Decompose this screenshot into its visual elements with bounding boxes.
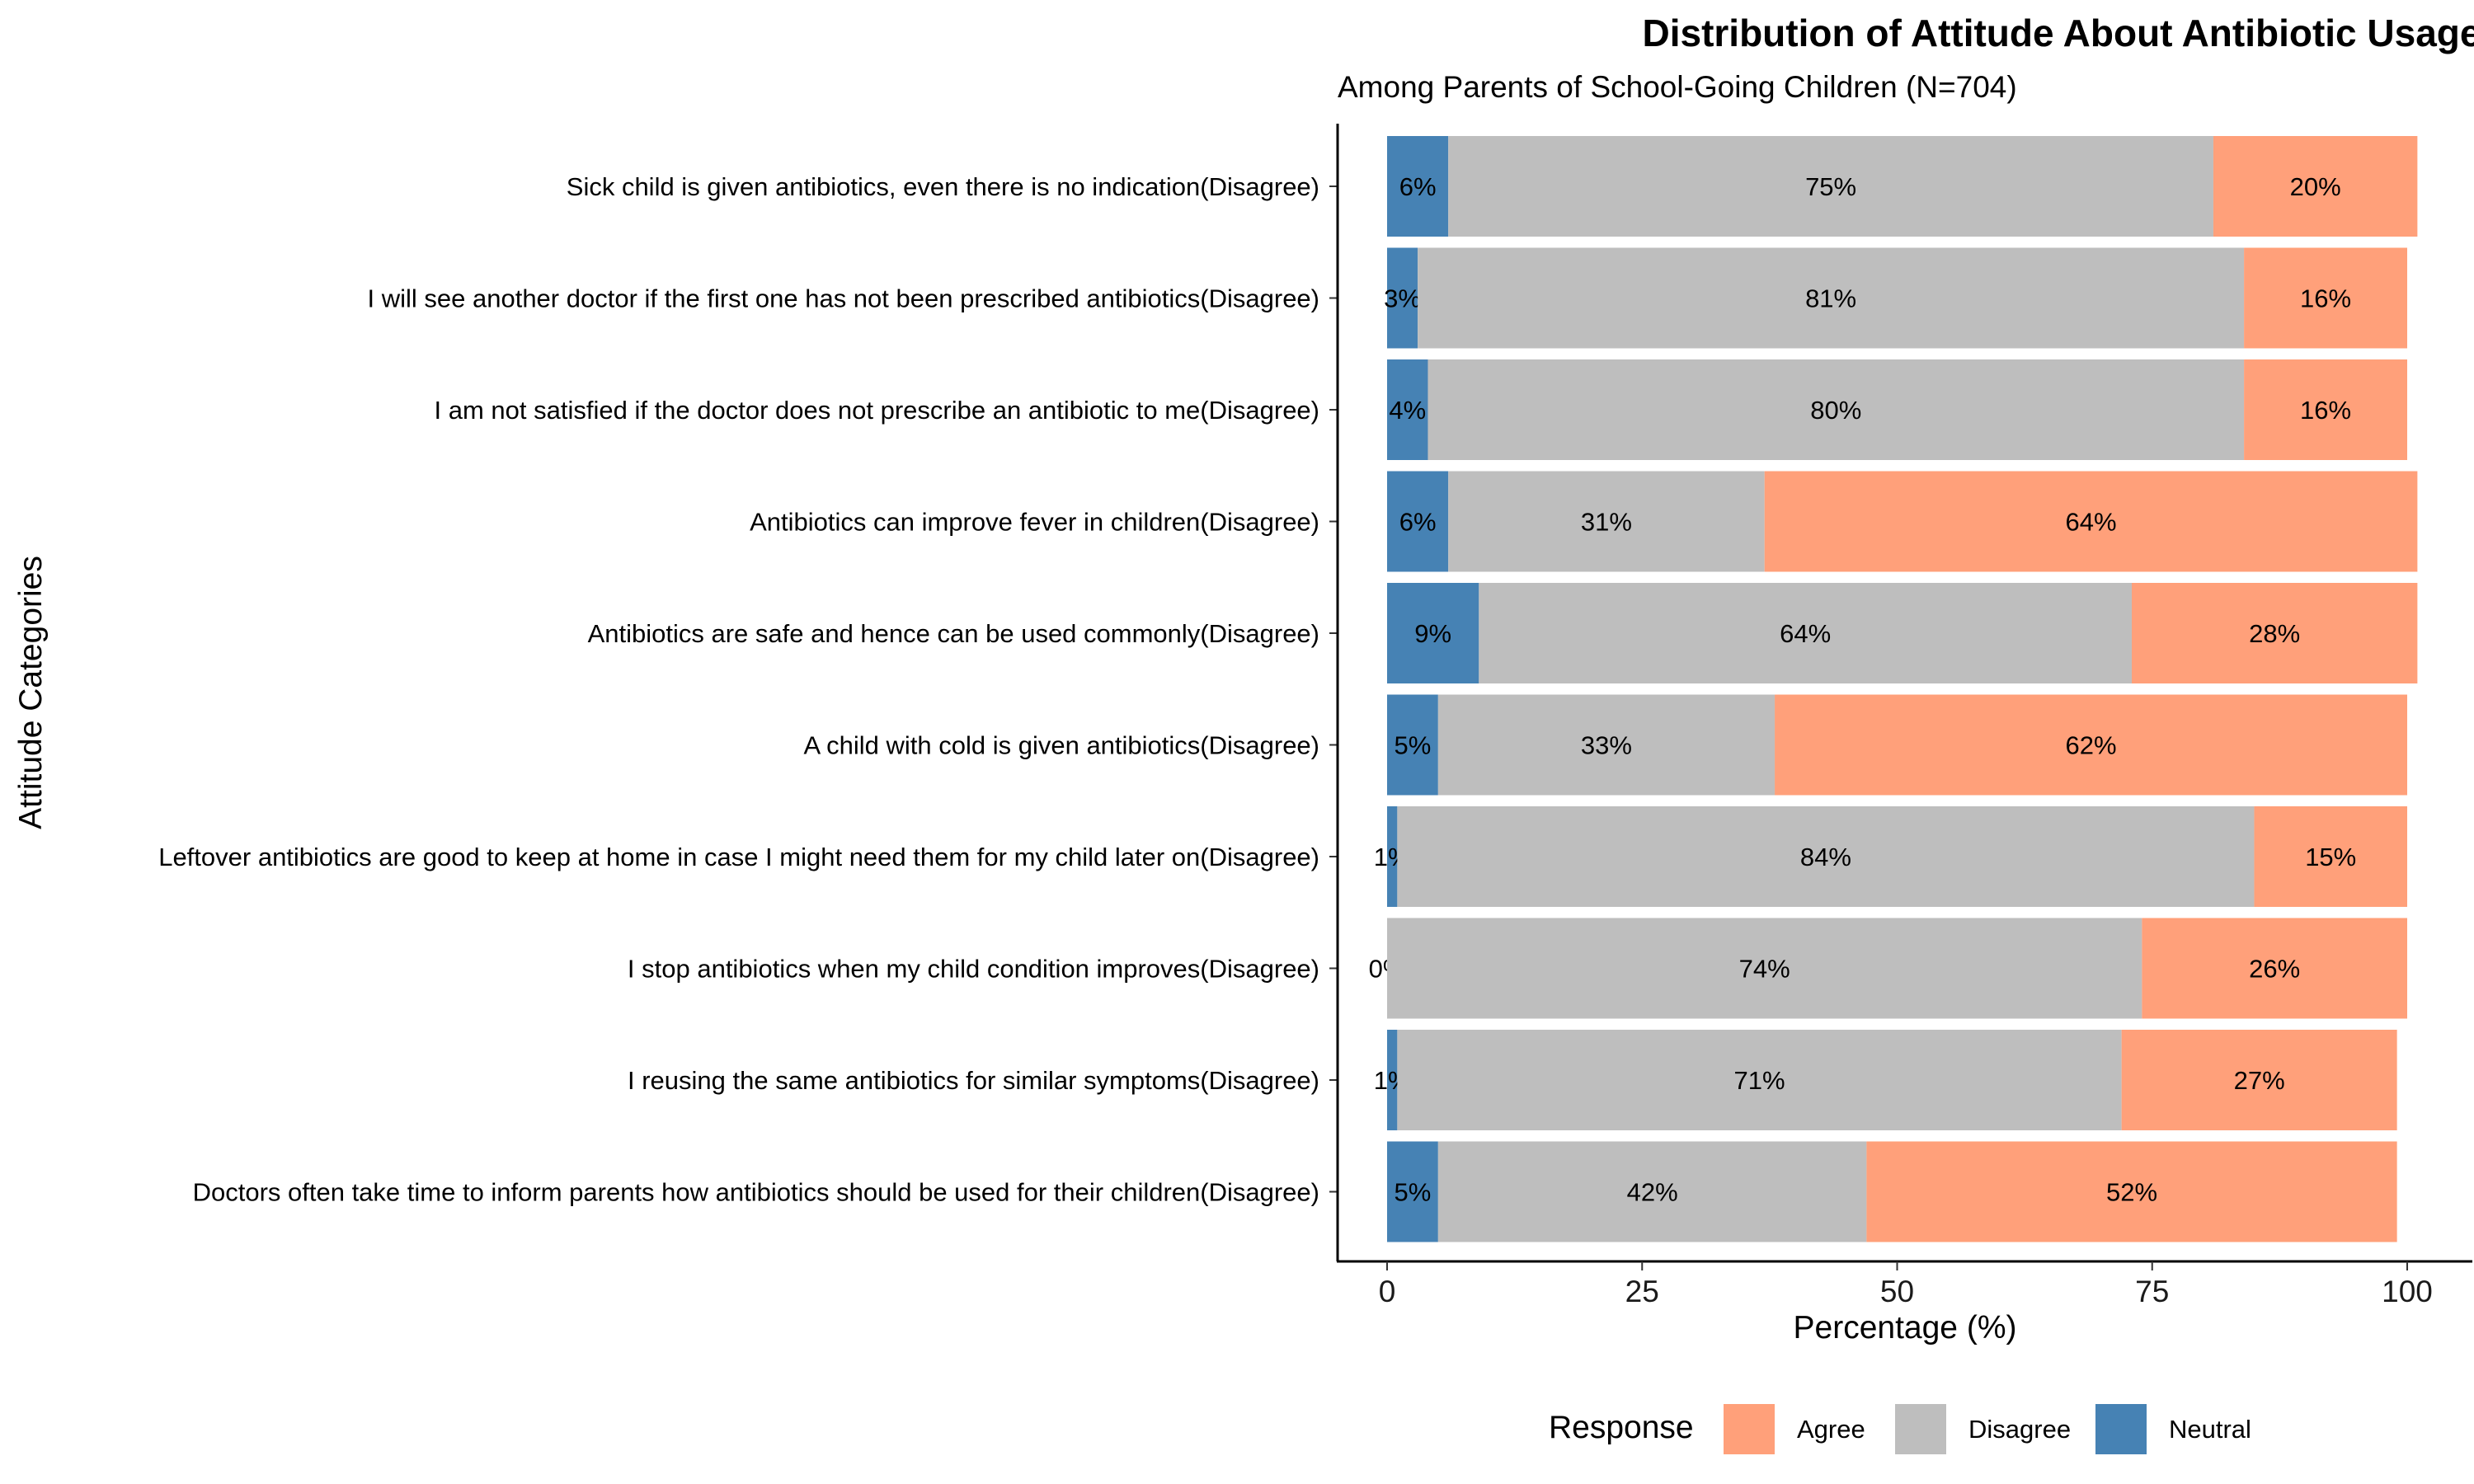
x-tick-label: 25: [1625, 1275, 1659, 1308]
data-label: 5%: [1395, 731, 1432, 760]
x-tick-label: 75: [2135, 1275, 2169, 1308]
data-label: 52%: [2106, 1178, 2157, 1207]
data-label: 31%: [1581, 508, 1632, 537]
bar-segment-disagree: [1397, 806, 2255, 907]
data-label: 80%: [1810, 396, 1861, 425]
bar-segment-agree: [2213, 136, 2418, 237]
category-label: Sick child is given antibiotics, even th…: [567, 172, 1319, 201]
category-label: Antibiotics can improve fever in childre…: [750, 508, 1319, 537]
legend-label: Agree: [1797, 1415, 1865, 1444]
data-label: 81%: [1805, 284, 1856, 313]
bar-segment-neutral: [1387, 247, 1418, 349]
bar-segment-agree: [2121, 1030, 2397, 1130]
bar-segment-agree: [2244, 247, 2407, 349]
x-tick-label: 50: [1880, 1275, 1914, 1308]
legend-label: Disagree: [1968, 1415, 2071, 1444]
category-label: I stop antibiotics when my child conditi…: [628, 955, 1319, 984]
x-axis-ticks: 0 25 50 75 100: [1379, 1261, 2433, 1308]
data-label: 5%: [1395, 1178, 1432, 1207]
data-label: 16%: [2300, 396, 2351, 425]
chart-subtitle: Among Parents of School-Going Children (…: [1338, 70, 2017, 104]
bar-segment-neutral: [1387, 583, 1479, 683]
legend-label: Neutral: [2169, 1415, 2251, 1444]
y-axis-title: Attitude Categories: [13, 556, 49, 829]
bar-segment-neutral: [1387, 806, 1398, 907]
bar-segment-disagree: [1387, 918, 2142, 1019]
data-label: 6%: [1399, 508, 1437, 537]
data-label: 26%: [2249, 955, 2300, 984]
bar-segment-agree: [2132, 583, 2418, 683]
data-label: 3%: [1384, 284, 1421, 313]
bar-segment-neutral: [1387, 471, 1449, 572]
bar-segment-neutral: [1387, 359, 1428, 460]
bar-segment-agree: [1866, 1141, 2397, 1242]
bar-segment-disagree: [1437, 1141, 1867, 1242]
data-label: 62%: [2066, 731, 2117, 760]
bar-segment-disagree: [1437, 694, 1776, 796]
legend: Response Agree Disagree Neutral: [1549, 1404, 2251, 1454]
category-label: I will see another doctor if the first o…: [368, 284, 1320, 313]
bar-segment-disagree: [1448, 471, 1765, 572]
category-label: I am not satisfied if the doctor does no…: [435, 396, 1319, 425]
category-label: Leftover antibiotics are good to keep at…: [158, 843, 1319, 871]
data-label: 27%: [2234, 1066, 2285, 1095]
bar-segment-disagree: [1479, 583, 2133, 683]
bar-segment-agree: [1775, 694, 2407, 796]
data-label: 28%: [2249, 619, 2300, 648]
data-label: 74%: [1739, 955, 1790, 984]
legend-swatch-neutral: [2095, 1404, 2147, 1454]
data-label: 64%: [2066, 508, 2117, 537]
data-label: 20%: [2290, 172, 2341, 201]
chart-title: Distribution of Attitude About Antibioti…: [1643, 12, 2474, 54]
data-label: 6%: [1399, 172, 1437, 201]
category-label: Doctors often take time to inform parent…: [193, 1178, 1319, 1207]
bar-segment-disagree: [1427, 359, 2245, 460]
bar-segment-neutral: [1387, 136, 1449, 237]
bar-segment-disagree: [1448, 136, 2213, 237]
bar-segment-agree: [2254, 806, 2407, 907]
bar-segment-disagree: [1397, 1030, 2122, 1130]
legend-title: Response: [1549, 1410, 1694, 1445]
bar-segment-agree: [2244, 359, 2407, 460]
data-label: 33%: [1581, 731, 1632, 760]
bar-segment-neutral: [1387, 694, 1438, 796]
legend-swatch-disagree: [1895, 1404, 1946, 1454]
data-label: 15%: [2305, 843, 2356, 871]
bar-segment-disagree: [1418, 247, 2245, 349]
data-label: 4%: [1389, 396, 1426, 425]
x-tick-label: 0: [1379, 1275, 1396, 1308]
data-label: 64%: [1780, 619, 1831, 648]
data-label: 9%: [1414, 619, 1451, 648]
bar-segment-neutral: [1387, 1141, 1438, 1242]
data-label: 84%: [1800, 843, 1851, 871]
category-label: Antibiotics are safe and hence can be us…: [588, 619, 1319, 648]
data-label: 75%: [1805, 172, 1856, 201]
category-label: I reusing the same antibiotics for simil…: [628, 1066, 1319, 1095]
data-label: 42%: [1627, 1178, 1678, 1207]
bar-segment-agree: [1764, 471, 2418, 572]
category-label: A child with cold is given antibiotics(D…: [804, 731, 1319, 760]
data-label: 16%: [2300, 284, 2351, 313]
data-label: 71%: [1733, 1066, 1785, 1095]
plot-area: Sick child is given antibiotics, even th…: [158, 136, 2418, 1242]
x-axis-title: Percentage (%): [1794, 1310, 2017, 1345]
x-tick-label: 100: [2382, 1275, 2433, 1308]
bar-segment-neutral: [1387, 1030, 1398, 1130]
bar-segment-agree: [2142, 918, 2407, 1019]
legend-swatch-agree: [1724, 1404, 1775, 1454]
